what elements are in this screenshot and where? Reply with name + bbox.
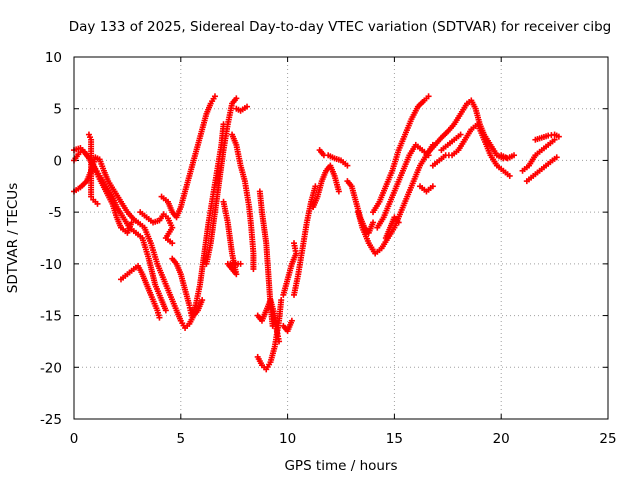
data-point [237, 260, 244, 267]
y-tick-label: -5 [49, 205, 62, 221]
data-point [429, 183, 436, 190]
tick-labels: 0 5 10 15 20 25 -25 -20 -15 -10 -5 0 5 10 [40, 50, 617, 447]
data-point [94, 200, 101, 207]
x-tick-label: 20 [493, 431, 510, 447]
data-points [71, 93, 562, 373]
data-point [312, 183, 319, 190]
y-tick-label: 0 [53, 153, 62, 169]
data-point [128, 219, 135, 226]
data-point [233, 95, 240, 102]
data-point [244, 103, 251, 110]
data-point [555, 133, 562, 140]
data-point [156, 314, 163, 321]
y-tick-label: -15 [40, 309, 62, 325]
x-tick-label: 0 [70, 431, 79, 447]
chart-title: Day 133 of 2025, Sidereal Day-to-day VTE… [69, 19, 612, 35]
data-point [506, 172, 513, 179]
y-tick-label: -25 [40, 412, 62, 428]
x-tick-label: 5 [177, 431, 186, 447]
x-axis-label: GPS time / hours [284, 458, 397, 474]
data-point [291, 240, 298, 247]
data-point [425, 93, 432, 100]
x-tick-label: 15 [386, 431, 403, 447]
data-point [288, 317, 295, 324]
data-point [278, 297, 285, 304]
data-point [88, 193, 95, 200]
data-point [395, 219, 402, 226]
data-point [511, 152, 518, 159]
y-tick-label: -10 [40, 257, 62, 273]
data-point [199, 297, 206, 304]
data-point [344, 162, 351, 169]
grid [73, 56, 609, 420]
data-point [370, 219, 377, 226]
data-point [335, 188, 342, 195]
data-point [250, 266, 257, 273]
y-tick-label: -20 [40, 360, 62, 376]
y-tick-label: 10 [45, 50, 62, 66]
data-point [551, 136, 558, 143]
data-point [276, 338, 283, 345]
y-axis-label: SDTVAR / TECUs [5, 183, 21, 293]
data-point [457, 131, 464, 138]
data-point [162, 307, 169, 314]
plot-frame [73, 56, 609, 420]
data-point [553, 154, 560, 161]
data-point [169, 240, 176, 247]
x-tick-label: 25 [599, 431, 616, 447]
data-point [211, 93, 218, 100]
data-point [269, 322, 276, 329]
y-tick-label: 5 [53, 102, 62, 118]
x-tick-label: 10 [279, 431, 296, 447]
